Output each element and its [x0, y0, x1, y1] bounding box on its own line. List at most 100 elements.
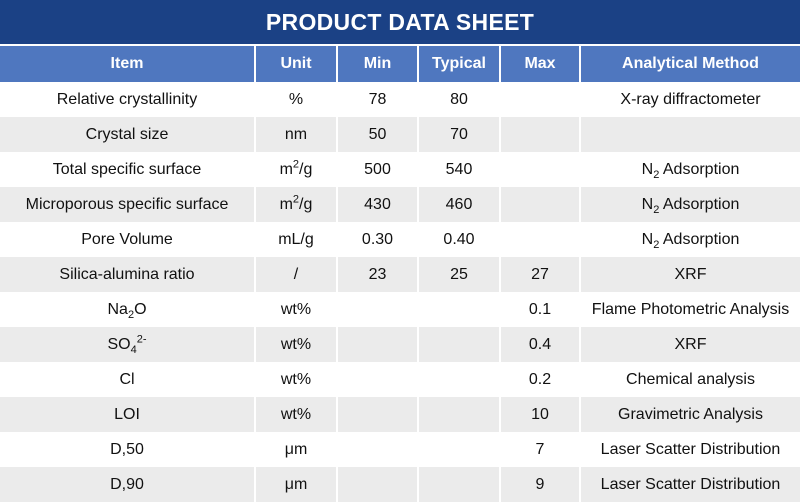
column-header-analytical-method: Analytical Method [579, 44, 800, 82]
cell-typical [417, 362, 500, 397]
cell-max: 0.1 [499, 292, 580, 327]
cell-unit: wt% [254, 397, 337, 432]
cell-item: Relative crystallinity [56, 90, 198, 108]
cell-typical [417, 467, 500, 502]
cell-item: Silica-alumina ratio [0, 257, 255, 292]
cell-text-sub: 2 [653, 168, 660, 181]
cell-analytical-method: XRF [579, 257, 800, 292]
cell-max: 7 [499, 432, 580, 467]
cell-item: Total specific surface [52, 160, 202, 178]
cell-max [499, 187, 580, 222]
cell-max: 9 [499, 467, 580, 502]
cell-typical [417, 292, 500, 327]
cell-analytical-method: N2 Adsorption [579, 152, 800, 187]
cell-text-sup: 2 [292, 193, 300, 206]
cell-min [336, 327, 418, 362]
cell-text-rest: O [134, 300, 147, 318]
cell-unit: wt% [254, 362, 337, 397]
cell-min: 23 [336, 257, 418, 292]
cell-text-t: m [279, 195, 293, 213]
cell-analytical-method: Flame Photometric Analysis [579, 292, 800, 327]
cell-typical: 70 [417, 117, 500, 152]
cell-max: 27 [499, 257, 580, 292]
cell-analytical-method: Gravimetric Analysis [579, 397, 800, 432]
cell-item: D,90 [0, 467, 255, 502]
cell-analytical-method: N2 Adsorption [579, 187, 800, 222]
cell-min [336, 362, 418, 397]
cell-unit: m2/g [254, 152, 337, 187]
cell-item: LOI [0, 397, 255, 432]
table-row: Na2O wt% 0.1 Flame Photometric Analysis [0, 292, 800, 327]
cell-item: Cl [119, 370, 135, 388]
cell-max [499, 82, 580, 117]
header-row: Item Unit Min Typical Max Analytical Method [0, 44, 800, 82]
cell-text-sup: 2- [136, 333, 147, 346]
cell-analytical-method [579, 117, 800, 152]
cell-min [336, 292, 418, 327]
cell-unit: / [254, 257, 337, 292]
column-header-min: Min [336, 44, 418, 82]
cell-text-t: N [641, 160, 654, 178]
cell-min: 50 [336, 117, 418, 152]
cell-text-rest: Adsorption [659, 160, 740, 178]
cell-text-sub: 2 [127, 308, 135, 321]
cell-item: SO42- [0, 327, 255, 362]
cell-min: 500 [336, 152, 418, 187]
table-row: D,50 μm 7 Laser Scatter Distribution [0, 432, 800, 467]
cell-analytical-method: Laser Scatter Distribution [579, 467, 800, 502]
cell-text-t: N [641, 230, 654, 248]
cell-text-t: Na [107, 300, 128, 318]
cell-analytical-method: Laser Scatter Distribution [579, 432, 800, 467]
cell-text-rest: /g [299, 195, 313, 213]
cell-text-sub: 2 [653, 203, 660, 216]
cell-item: Pore Volume [81, 230, 173, 248]
product-data-table: Item Unit Min Typical Max Analytical Method R… [0, 44, 800, 502]
cell-analytical-method: X-ray diffractometer [579, 82, 800, 117]
cell-typical: 460 [417, 187, 500, 222]
cell-unit: μm [254, 467, 337, 502]
cell-text-sub: 2 [653, 238, 660, 251]
table-row: Relative crystallinity% 78 80 X-ray diffrac… [0, 82, 800, 117]
column-header-item: Item [0, 44, 255, 82]
cell-text-t: m [279, 160, 293, 178]
cell-unit: mL/g [254, 222, 337, 257]
cell-text-rest: /g [299, 160, 313, 178]
cell-unit: % [254, 82, 337, 117]
cell-max [499, 117, 580, 152]
cell-typical: 540 [417, 152, 500, 187]
page-title: PRODUCT DATA SHEET [0, 0, 800, 44]
cell-typical [417, 397, 500, 432]
table-row: Pore Volume mL/g 0.30 0.40 N2 Adsorption [0, 222, 800, 257]
table-row: Total specific surface m2/g 500 540 N2 Adsor… [0, 152, 800, 187]
cell-item: Crystal size [0, 117, 255, 152]
cell-max: 0.2 [499, 362, 580, 397]
column-header-typical: Typical [417, 44, 500, 82]
cell-text-sup: 2 [292, 158, 300, 171]
table-row: D,90 μm 9 Laser Scatter Distribution [0, 467, 800, 502]
cell-unit: wt% [254, 292, 337, 327]
cell-typical [417, 432, 500, 467]
cell-analytical-method: XRF [579, 327, 800, 362]
cell-typical: 25 [417, 257, 500, 292]
cell-max [499, 152, 580, 187]
cell-unit: μm [254, 432, 337, 467]
cell-typical [417, 327, 500, 362]
cell-unit: nm [254, 117, 337, 152]
cell-text-t: SO [107, 335, 131, 353]
cell-analytical-method: Chemical analysis [579, 362, 800, 397]
cell-max: 10 [499, 397, 580, 432]
cell-max: 0.4 [499, 327, 580, 362]
cell-item: Microporous specific surface [0, 187, 255, 222]
cell-min [336, 467, 418, 502]
table-row: SO42- wt% 0.4 XRF [0, 327, 800, 362]
cell-item: D,50 [110, 440, 144, 458]
cell-min: 78 [336, 82, 418, 117]
table-row: Crystal size nm 50 70 [0, 117, 800, 152]
cell-min: 0.30 [336, 222, 418, 257]
cell-analytical-method: N2 Adsorption [579, 222, 800, 257]
table-row: Microporous specific surface m2/g 430 460 N2… [0, 187, 800, 222]
cell-item: Na2O [0, 292, 255, 327]
cell-unit: m2/g [254, 187, 337, 222]
cell-text-rest: Adsorption [659, 230, 740, 248]
cell-min [336, 432, 418, 467]
